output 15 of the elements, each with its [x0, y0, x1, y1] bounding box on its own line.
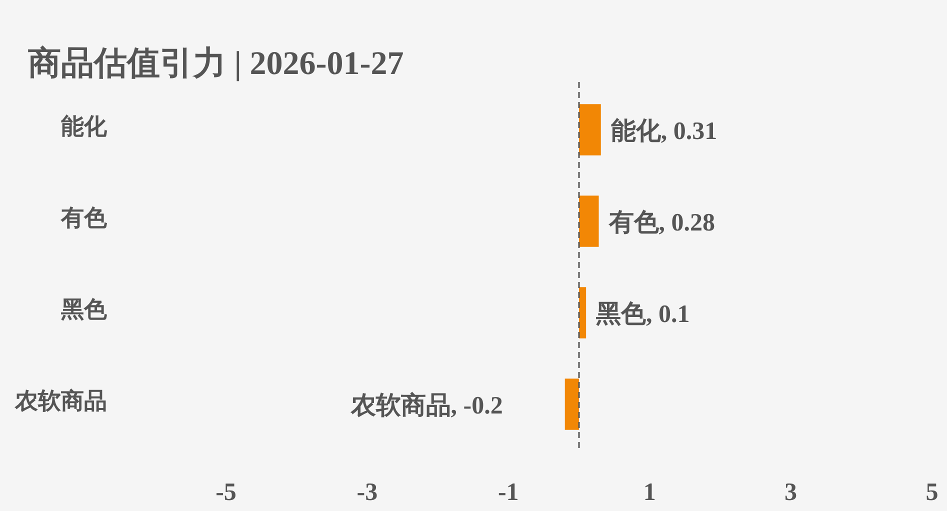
data-label: 农软商品, -0.2 [350, 391, 503, 420]
y-tick-label: 农软商品 [14, 387, 107, 414]
data-label: 能化, 0.31 [610, 116, 718, 145]
x-tick-label: -5 [216, 479, 236, 506]
y-tick-label: 有色 [60, 205, 108, 230]
y-tick-label: 黑色 [60, 296, 108, 322]
data-label: 黑色, 0.1 [595, 300, 690, 328]
x-tick-label: 5 [926, 479, 938, 506]
x-tick-label: 1 [643, 479, 656, 506]
chart-title: 商品估值引力 | 2026-01-27 [28, 45, 404, 82]
x-tick-label: -1 [498, 479, 519, 506]
data-label: 有色, 0.28 [608, 209, 716, 236]
x-tick-label: 3 [784, 479, 798, 506]
y-tick-label: 能化 [61, 114, 108, 139]
x-tick-label: -3 [356, 479, 378, 506]
